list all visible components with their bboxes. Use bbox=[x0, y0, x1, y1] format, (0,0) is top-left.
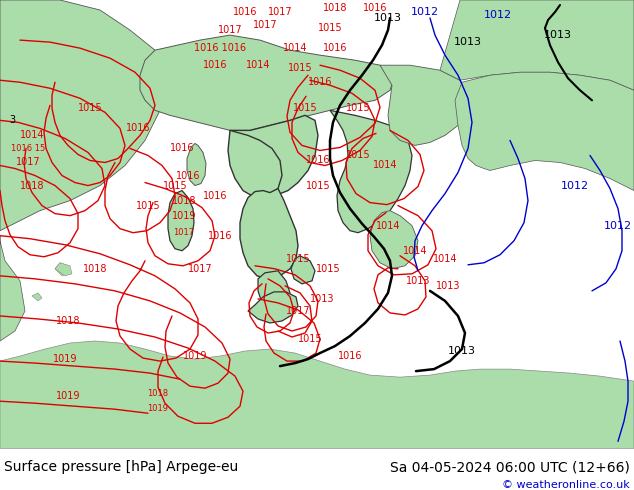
Polygon shape bbox=[455, 72, 634, 191]
Text: 1016: 1016 bbox=[208, 231, 232, 241]
Text: 1014: 1014 bbox=[283, 43, 307, 53]
Text: 1017: 1017 bbox=[174, 228, 195, 237]
Text: 1018: 1018 bbox=[56, 316, 81, 326]
Text: 1016: 1016 bbox=[306, 155, 330, 166]
Text: 1016: 1016 bbox=[233, 7, 257, 17]
Polygon shape bbox=[55, 263, 72, 276]
Text: 1013: 1013 bbox=[436, 281, 460, 291]
Polygon shape bbox=[440, 0, 634, 90]
Text: 1013: 1013 bbox=[310, 294, 334, 304]
Text: 1016: 1016 bbox=[176, 171, 200, 180]
Text: 1016 1016: 1016 1016 bbox=[194, 43, 246, 53]
Text: 1013: 1013 bbox=[448, 346, 476, 356]
Text: 1012: 1012 bbox=[604, 220, 632, 231]
Text: 1018: 1018 bbox=[148, 389, 169, 398]
Text: 1018: 1018 bbox=[20, 180, 44, 191]
Text: 1014: 1014 bbox=[403, 246, 427, 256]
Polygon shape bbox=[230, 115, 318, 196]
Text: 1016: 1016 bbox=[323, 43, 347, 53]
Text: 1015: 1015 bbox=[136, 200, 160, 211]
Text: 3: 3 bbox=[9, 115, 15, 125]
Text: 1015: 1015 bbox=[78, 103, 102, 113]
Text: 1016: 1016 bbox=[363, 3, 387, 13]
Text: 1018: 1018 bbox=[172, 196, 197, 206]
Text: 1016: 1016 bbox=[126, 123, 150, 133]
Polygon shape bbox=[228, 130, 282, 197]
Text: 1015: 1015 bbox=[163, 180, 187, 191]
Polygon shape bbox=[0, 341, 634, 448]
Polygon shape bbox=[240, 189, 298, 279]
Polygon shape bbox=[168, 191, 194, 251]
Text: 1015: 1015 bbox=[288, 63, 313, 73]
Text: © weatheronline.co.uk: © weatheronline.co.uk bbox=[502, 480, 630, 490]
Text: 1017: 1017 bbox=[217, 25, 242, 35]
Text: 1018: 1018 bbox=[83, 264, 107, 274]
Text: 1016: 1016 bbox=[307, 77, 332, 87]
Text: 1014: 1014 bbox=[246, 60, 270, 70]
Text: 1015: 1015 bbox=[286, 254, 310, 264]
Polygon shape bbox=[370, 211, 418, 269]
Text: 1014: 1014 bbox=[376, 220, 400, 231]
Text: 1017: 1017 bbox=[16, 157, 41, 168]
Text: 1013: 1013 bbox=[544, 30, 572, 40]
Polygon shape bbox=[0, 0, 165, 231]
Polygon shape bbox=[55, 263, 70, 276]
Polygon shape bbox=[291, 256, 315, 284]
Text: 1015: 1015 bbox=[316, 264, 340, 274]
Text: 1015: 1015 bbox=[346, 103, 370, 113]
Text: 1016 15: 1016 15 bbox=[11, 144, 45, 153]
Polygon shape bbox=[140, 35, 395, 130]
Text: 1015: 1015 bbox=[318, 23, 342, 33]
Text: 1012: 1012 bbox=[484, 10, 512, 20]
Polygon shape bbox=[248, 292, 298, 323]
Text: 1015: 1015 bbox=[298, 334, 322, 344]
Text: 1017: 1017 bbox=[286, 306, 310, 316]
Text: 1016: 1016 bbox=[203, 191, 227, 200]
Polygon shape bbox=[330, 110, 412, 233]
Text: 1014: 1014 bbox=[373, 161, 398, 171]
Polygon shape bbox=[32, 293, 42, 301]
Text: 1013: 1013 bbox=[374, 13, 402, 23]
Text: 1014: 1014 bbox=[433, 254, 457, 264]
Text: 1019: 1019 bbox=[53, 354, 77, 364]
Text: 1012: 1012 bbox=[411, 7, 439, 17]
Text: 1019: 1019 bbox=[183, 351, 207, 361]
Text: 1015: 1015 bbox=[346, 150, 370, 160]
Text: 1017: 1017 bbox=[268, 7, 292, 17]
Text: 1014: 1014 bbox=[20, 130, 44, 141]
Text: Surface pressure [hPa] Arpege-eu: Surface pressure [hPa] Arpege-eu bbox=[4, 460, 238, 474]
Text: 1012: 1012 bbox=[561, 180, 589, 191]
Text: 1016: 1016 bbox=[338, 351, 362, 361]
Text: 1016: 1016 bbox=[203, 60, 227, 70]
Text: 1019: 1019 bbox=[148, 404, 169, 413]
Polygon shape bbox=[258, 271, 290, 309]
Text: 1015: 1015 bbox=[293, 103, 317, 113]
Polygon shape bbox=[187, 144, 206, 186]
Text: 1017: 1017 bbox=[253, 20, 277, 30]
Text: 1019: 1019 bbox=[172, 211, 197, 220]
Text: 1015: 1015 bbox=[306, 180, 330, 191]
Text: Sa 04-05-2024 06:00 UTC (12+66): Sa 04-05-2024 06:00 UTC (12+66) bbox=[390, 460, 630, 474]
Polygon shape bbox=[0, 236, 25, 341]
Text: 1016: 1016 bbox=[170, 144, 194, 153]
Text: 1013: 1013 bbox=[454, 37, 482, 47]
Polygon shape bbox=[380, 65, 470, 146]
Text: 1017: 1017 bbox=[188, 264, 212, 274]
Text: 1019: 1019 bbox=[56, 391, 81, 401]
Text: 1013: 1013 bbox=[406, 276, 430, 286]
Text: 1018: 1018 bbox=[323, 3, 347, 13]
